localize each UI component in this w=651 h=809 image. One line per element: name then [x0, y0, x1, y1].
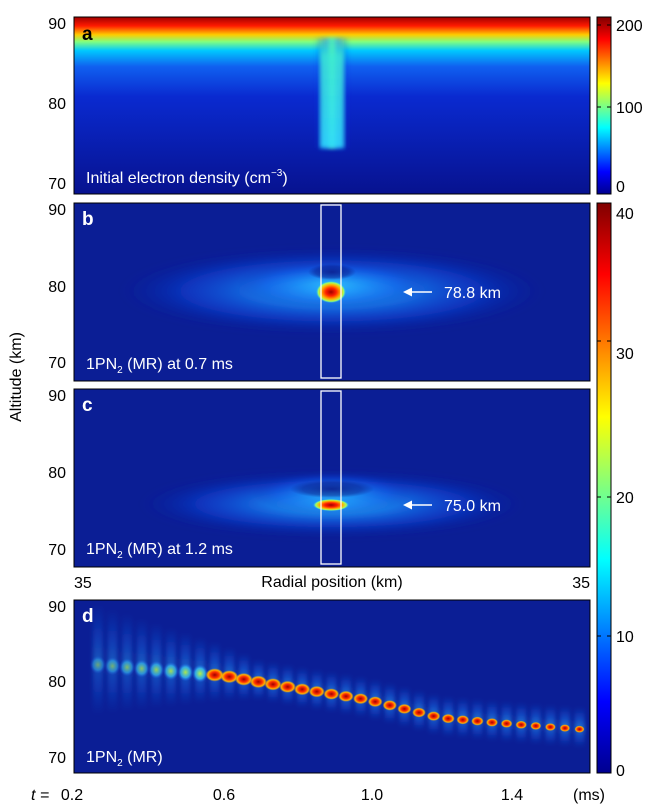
peak-marker	[279, 681, 296, 693]
colorbar-bd-tick-0: 0	[616, 763, 625, 780]
panel-b	[74, 203, 590, 381]
peak-marker	[457, 715, 470, 724]
peak-marker	[235, 673, 253, 686]
y-axis-label: Altitude (km)	[8, 332, 25, 422]
x-left-tick-label: 35	[74, 575, 92, 592]
colorbar-bd: 40 30 20 10 0	[597, 203, 634, 780]
peak-marker	[90, 656, 106, 674]
panel-b-annotation: 78.8 km	[444, 285, 501, 302]
panel-b-letter: b	[82, 209, 94, 230]
colorbar-bd-tick-30: 30	[616, 346, 634, 363]
peak-marker	[530, 722, 541, 730]
peak-marker	[560, 724, 570, 732]
panel-c-letter: c	[82, 395, 93, 416]
colorbar-a-tick-100: 100	[616, 100, 643, 117]
peak-marker	[501, 719, 513, 727]
colorbar-a: 200 100 0	[597, 17, 643, 196]
peak-marker	[250, 676, 267, 688]
y-tick-c-90: 90	[48, 388, 66, 405]
x-right-tick-label: 35	[572, 575, 590, 592]
y-tick-a-90: 90	[48, 16, 66, 33]
colorbar-bd-tick-20: 20	[616, 490, 634, 507]
colorbar-bd-tick-40: 40	[616, 206, 634, 223]
peak-marker	[192, 665, 208, 683]
y-tick-b-80: 80	[48, 279, 66, 296]
y-tick-d-80: 80	[48, 674, 66, 691]
y-tick-c-70: 70	[48, 542, 66, 559]
peak-marker	[516, 721, 527, 729]
time-tick-0: 0.2	[61, 787, 83, 804]
peak-marker	[397, 704, 411, 714]
panel-a-label: Initial electron density (cm−3)	[86, 168, 288, 187]
y-ticks-d: 90 80 70	[48, 599, 66, 767]
time-prefix: t =	[31, 787, 49, 804]
panel-d	[74, 600, 590, 773]
peak-marker	[148, 661, 164, 679]
time-unit: (ms)	[573, 787, 605, 804]
peak-marker	[486, 718, 498, 727]
panel-a	[74, 17, 590, 194]
panel-a-letter: a	[82, 24, 93, 45]
peak-marker	[442, 714, 455, 723]
colorbar-a-tick-0: 0	[616, 179, 625, 196]
colorbar-a-tick-200: 200	[616, 18, 643, 35]
y-tick-b-90: 90	[48, 202, 66, 219]
time-axis: t = 0.2 0.6 1.0 1.4 (ms)	[31, 787, 605, 804]
y-tick-a-70: 70	[48, 176, 66, 193]
peak-marker	[178, 663, 194, 681]
y-tick-d-90: 90	[48, 599, 66, 616]
peak-marker	[368, 696, 383, 707]
peak-marker	[309, 686, 325, 697]
peak-marker	[575, 726, 585, 733]
x-axis-label: Radial position (km)	[261, 574, 402, 591]
time-tick-3: 1.4	[501, 787, 523, 804]
panel-c-peak	[313, 499, 349, 511]
y-ticks-b: 90 80 70	[48, 202, 66, 372]
peak-marker	[471, 717, 483, 726]
y-tick-d-70: 70	[48, 750, 66, 767]
panel-a-density-column	[314, 38, 350, 148]
y-ticks-a: 90 80 70	[48, 16, 66, 193]
panel-c-annotation: 75.0 km	[444, 498, 501, 515]
y-ticks-c: 90 80 70	[48, 388, 66, 559]
y-tick-c-80: 80	[48, 465, 66, 482]
peak-marker	[383, 700, 397, 710]
peak-marker	[105, 657, 121, 675]
panel-d-letter: d	[82, 606, 94, 627]
peak-marker	[119, 658, 135, 676]
peak-marker	[353, 693, 368, 704]
peak-marker	[412, 708, 426, 718]
peak-marker	[427, 711, 440, 721]
time-tick-2: 1.0	[361, 787, 383, 804]
y-tick-b-70: 70	[48, 355, 66, 372]
colorbar-bd-tick-10: 10	[616, 629, 634, 646]
peak-marker	[265, 678, 282, 690]
peak-marker	[545, 723, 556, 731]
peak-marker	[134, 660, 150, 678]
peak-marker	[294, 683, 310, 695]
time-tick-1: 0.6	[213, 787, 235, 804]
peak-marker	[324, 688, 340, 699]
peak-marker	[163, 662, 179, 680]
peak-marker	[338, 691, 353, 702]
y-tick-a-80: 80	[48, 96, 66, 113]
